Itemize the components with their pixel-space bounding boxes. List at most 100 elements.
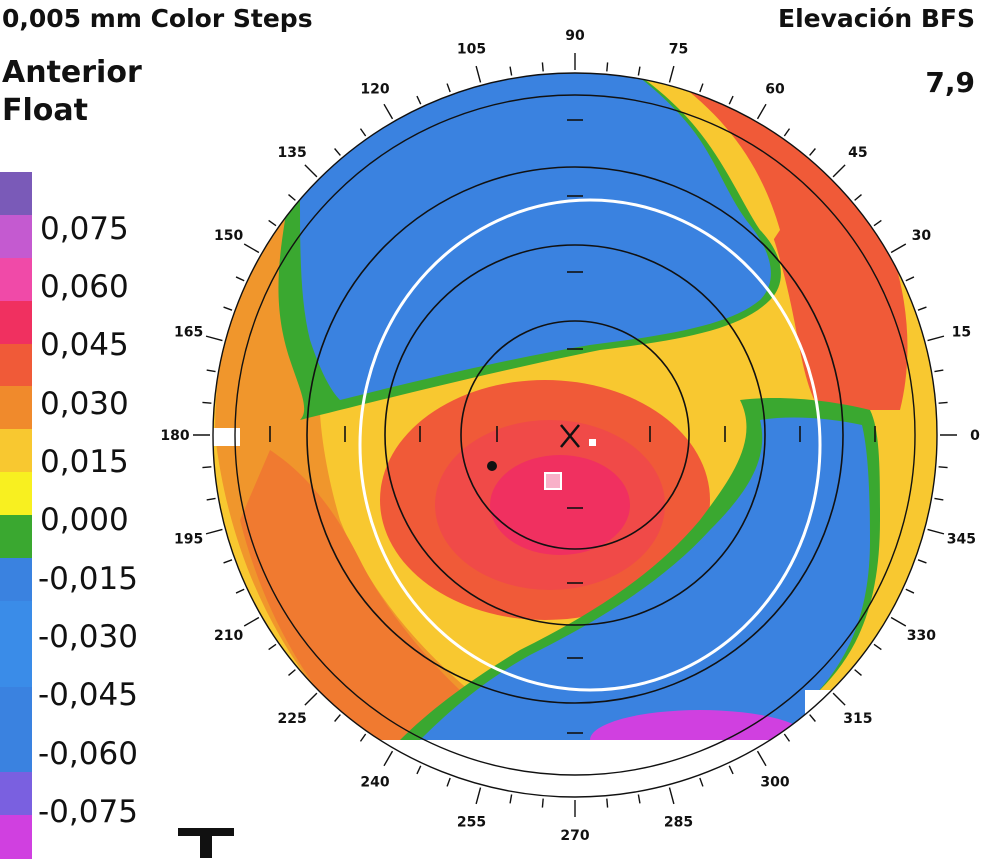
rim-tick xyxy=(202,401,212,404)
rim-tick xyxy=(917,306,927,311)
scale-swatch xyxy=(0,429,32,474)
scale-swatch xyxy=(0,815,32,859)
rim-tick xyxy=(756,103,767,120)
rim-tick xyxy=(728,765,734,775)
rim-tick xyxy=(235,276,245,282)
rim-tick xyxy=(235,588,245,594)
degree-label: 15 xyxy=(952,324,971,340)
rim-tick xyxy=(938,466,948,469)
rim-tick xyxy=(934,497,944,501)
rim-tick xyxy=(832,692,846,706)
scale-label: 0,000 xyxy=(40,502,129,538)
rim-tick xyxy=(288,194,296,201)
degree-label: 30 xyxy=(912,228,932,244)
scale-label: -0,030 xyxy=(38,619,138,655)
rim-tick xyxy=(446,777,451,787)
rim-tick xyxy=(268,219,277,227)
degree-label: 120 xyxy=(360,82,389,98)
ring-114 xyxy=(460,320,690,550)
rim-tick xyxy=(268,643,277,651)
rim-tick xyxy=(416,765,422,775)
rim-tick xyxy=(854,669,862,676)
outer-ring xyxy=(212,72,938,798)
axis-ticks xyxy=(269,119,876,734)
scale-swatch xyxy=(0,600,32,645)
rim-tick xyxy=(699,777,704,787)
rim-tick xyxy=(927,335,945,342)
scale-swatch xyxy=(0,557,32,602)
rim-tick xyxy=(938,401,948,404)
rim-tick xyxy=(637,794,641,804)
scale-swatch xyxy=(0,686,32,731)
rim-tick xyxy=(890,616,907,627)
pupil-contour xyxy=(358,198,822,692)
map-type-line1: Anterior xyxy=(2,55,142,90)
rim-tick xyxy=(416,95,422,105)
rim-tick xyxy=(783,733,791,742)
rim-tick xyxy=(509,66,513,76)
rim-tick xyxy=(917,559,927,564)
rim-tick xyxy=(890,243,907,254)
rim-tick xyxy=(359,128,367,137)
rim-tick xyxy=(541,798,544,808)
center-markers xyxy=(487,424,596,490)
rim-tick xyxy=(202,466,212,469)
scale-label: -0,060 xyxy=(38,736,138,772)
rim-tick xyxy=(606,62,609,72)
scale-swatch xyxy=(0,214,32,259)
degree-label: 345 xyxy=(947,532,976,548)
rim-tick xyxy=(832,164,846,178)
degree-label: 150 xyxy=(214,228,243,244)
scale-swatch xyxy=(0,772,32,817)
rim-tick xyxy=(223,559,233,564)
degree-label: 90 xyxy=(565,28,585,44)
rim-tick xyxy=(809,148,816,156)
degree-labels: 0 15 30 45 60 75 90 105 120 135 150 165 180 195 210 225… xyxy=(160,28,980,844)
ring-190 xyxy=(384,244,766,626)
rim-tick xyxy=(809,714,816,722)
degree-label: 315 xyxy=(843,711,872,727)
scale-swatch xyxy=(0,729,32,774)
scale-swatch xyxy=(0,172,32,216)
scale-label: 0,075 xyxy=(40,211,129,247)
degree-label: 255 xyxy=(457,814,486,830)
rim-tick xyxy=(223,306,233,311)
rim-tick xyxy=(873,643,882,651)
rim-tick xyxy=(783,128,791,137)
rim-tick xyxy=(359,733,367,742)
degree-label: 60 xyxy=(765,82,785,98)
rim-tick xyxy=(288,669,296,676)
scale-swatch xyxy=(0,472,32,516)
rim-tick xyxy=(756,750,767,767)
scale-label: -0,045 xyxy=(38,677,138,713)
rim-tick xyxy=(206,369,216,373)
degree-label: 105 xyxy=(457,42,486,58)
rim-tick xyxy=(541,62,544,72)
scale-swatch xyxy=(0,300,32,345)
rim-tick xyxy=(446,83,451,93)
rim-tick xyxy=(205,335,223,342)
rim-tick xyxy=(873,219,882,227)
map-type-label: Anterior Float xyxy=(2,54,142,130)
degree-label: 165 xyxy=(174,324,203,340)
rim-tick xyxy=(383,750,394,767)
degree-label: 195 xyxy=(174,532,203,548)
rim-tick xyxy=(905,588,915,594)
rim-tick xyxy=(854,194,862,201)
scale-label: 0,045 xyxy=(40,327,129,363)
rim-tick xyxy=(334,714,341,722)
rim-tick xyxy=(206,497,216,501)
rim-tick xyxy=(668,787,675,805)
degree-label: 45 xyxy=(848,145,867,161)
scale-swatch xyxy=(0,643,32,688)
map-type-line2: Float xyxy=(2,93,88,128)
color-scale-labels: 0,075 0,060 0,045 0,030 0,015 0,000 -0,015 -0,0… xyxy=(38,0,180,858)
degree-label: 135 xyxy=(278,145,307,161)
degree-label: 285 xyxy=(664,814,693,830)
scale-swatch xyxy=(0,515,32,559)
rim-tick xyxy=(668,65,675,83)
rim-tick xyxy=(927,528,945,535)
degree-label: 225 xyxy=(278,711,307,727)
degree-label: 180 xyxy=(160,428,189,444)
